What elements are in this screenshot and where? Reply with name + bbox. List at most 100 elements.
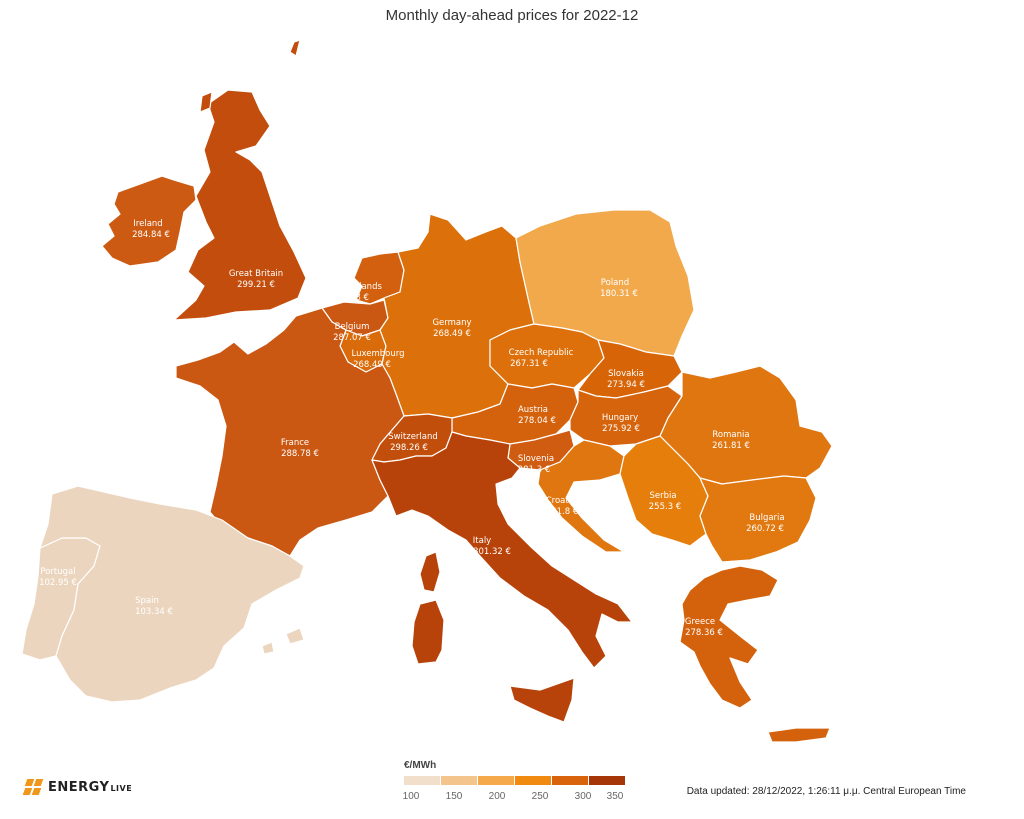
legend-swatch (404, 776, 441, 785)
label-poland: Poland 180.31 € (600, 278, 638, 299)
region-france[interactable] (175, 307, 405, 557)
svg-text:Serbia: Serbia (649, 491, 676, 501)
svg-text:Romania: Romania (712, 430, 749, 440)
svg-text:Spain: Spain (135, 596, 159, 606)
label-italy: Italy 301.32 € (473, 536, 511, 557)
label-france: France 288.78 € (281, 438, 319, 459)
svg-text:Italy: Italy (473, 536, 491, 546)
region-great-britain[interactable] (173, 89, 307, 321)
legend-tick: 200 (488, 791, 506, 802)
legend-swatch (441, 776, 478, 785)
svg-text:275.48 €: 275.48 € (331, 293, 369, 303)
svg-text:260.72 €: 260.72 € (746, 524, 784, 534)
svg-text:Slovakia: Slovakia (608, 369, 644, 379)
region-great-britain-isles[interactable] (199, 39, 301, 113)
region-ireland[interactable] (101, 175, 197, 267)
region-italy-sardinia[interactable] (411, 599, 445, 665)
svg-text:Belgium: Belgium (335, 322, 370, 332)
label-portugal: Portugal 102.95 € (39, 567, 77, 588)
svg-text:180.31 €: 180.31 € (600, 289, 638, 299)
region-greece-crete[interactable] (767, 727, 831, 743)
svg-text:281.3 €: 281.3 € (518, 465, 550, 475)
region-italy[interactable] (371, 431, 633, 669)
svg-text:Netherlands: Netherlands (330, 282, 382, 292)
region-spain-islands[interactable] (261, 627, 305, 655)
svg-text:Greece: Greece (685, 617, 715, 627)
legend-title: €/MWh (404, 760, 437, 771)
label-luxembourg: Luxembourg 268.49 € (352, 349, 405, 370)
label-ireland: Ireland 284.84 € (132, 219, 170, 240)
region-bulgaria[interactable] (699, 475, 817, 563)
legend-swatch (589, 776, 626, 785)
legend-swatch (552, 776, 589, 785)
label-spain: Spain 103.34 € (135, 596, 173, 617)
energy-live-logo: ENERGYLIVE (22, 778, 132, 796)
svg-text:Czech Republic: Czech Republic (509, 348, 574, 358)
svg-text:275.92 €: 275.92 € (602, 424, 640, 434)
svg-text:Portugal: Portugal (40, 567, 75, 577)
svg-text:Germany: Germany (432, 318, 471, 328)
svg-text:267.31 €: 267.31 € (510, 359, 548, 369)
region-greece[interactable] (679, 565, 779, 709)
svg-text:299.21 €: 299.21 € (237, 280, 275, 290)
label-netherlands: Netherlands 275.48 € (330, 282, 382, 303)
label-germany: Germany 268.49 € (432, 318, 471, 339)
label-greece: Greece 278.36 € (685, 617, 723, 638)
svg-text:288.78 €: 288.78 € (281, 449, 319, 459)
svg-text:Croatia: Croatia (546, 496, 577, 506)
legend-tick: 250 (531, 791, 549, 802)
svg-text:268.49 €: 268.49 € (433, 329, 471, 339)
label-switzerland: Switzerland 298.26 € (388, 432, 438, 453)
svg-text:102.95 €: 102.95 € (39, 578, 77, 588)
legend-tick: 350 (606, 791, 624, 802)
label-slovakia: Slovakia 273.94 € (607, 369, 645, 390)
label-czech-republic: Czech Republic 267.31 € (509, 348, 574, 369)
svg-text:Ireland: Ireland (133, 219, 162, 229)
svg-text:Austria: Austria (518, 405, 548, 415)
svg-text:284.84 €: 284.84 € (132, 230, 170, 240)
svg-text:France: France (281, 438, 309, 448)
svg-text:301.32 €: 301.32 € (473, 547, 511, 557)
label-slovenia: Slovenia 281.3 € (518, 454, 554, 475)
svg-text:273.94 €: 273.94 € (607, 380, 645, 390)
region-corsica[interactable] (419, 551, 441, 593)
svg-text:278.04 €: 278.04 € (518, 416, 556, 426)
svg-text:Hungary: Hungary (602, 413, 638, 423)
data-updated-note: Data updated: 28/12/2022, 1:26:11 μ.μ. C… (686, 786, 966, 797)
svg-text:268.49 €: 268.49 € (353, 360, 391, 370)
svg-text:255.3 €: 255.3 € (649, 502, 681, 512)
label-great-britain: Great Britain 299.21 € (229, 269, 283, 290)
label-croatia: Croatia 261.8 € (546, 496, 579, 517)
svg-text:Luxembourg: Luxembourg (352, 349, 405, 359)
label-romania: Romania 261.81 € (712, 430, 750, 451)
svg-text:Poland: Poland (601, 278, 629, 288)
svg-text:Bulgaria: Bulgaria (749, 513, 784, 523)
legend-swatch (478, 776, 515, 785)
region-croatia[interactable] (537, 439, 625, 553)
legend-tick: 100 (402, 791, 420, 802)
map-title: Monthly day-ahead prices for 2022-12 (385, 7, 639, 24)
label-serbia: Serbia 255.3 € (649, 491, 681, 512)
energy-live-logo-icon (22, 778, 44, 796)
label-hungary: Hungary 275.92 € (602, 413, 640, 434)
legend-tick: 150 (445, 791, 463, 802)
region-italy-sicily[interactable] (509, 677, 575, 723)
legend-ticks: 100 150 200 250 300 350 (402, 791, 626, 805)
svg-text:261.81 €: 261.81 € (712, 441, 750, 451)
svg-text:Slovenia: Slovenia (518, 454, 554, 464)
legend-swatch (515, 776, 552, 785)
color-legend: €/MWh 100 150 200 250 300 350 (402, 760, 626, 805)
svg-text:278.36 €: 278.36 € (685, 628, 723, 638)
svg-text:Great Britain: Great Britain (229, 269, 283, 279)
legend-color-scale (404, 776, 626, 785)
svg-text:Switzerland: Switzerland (388, 432, 438, 442)
label-belgium: Belgium 287.07 € (333, 322, 371, 343)
label-austria: Austria 278.04 € (518, 405, 556, 426)
svg-text:298.26 €: 298.26 € (390, 443, 428, 453)
svg-text:261.8 €: 261.8 € (546, 507, 578, 517)
label-bulgaria: Bulgaria 260.72 € (746, 513, 785, 534)
region-spain[interactable] (39, 485, 305, 703)
svg-text:287.07 €: 287.07 € (333, 333, 371, 343)
legend-tick: 300 (574, 791, 592, 802)
